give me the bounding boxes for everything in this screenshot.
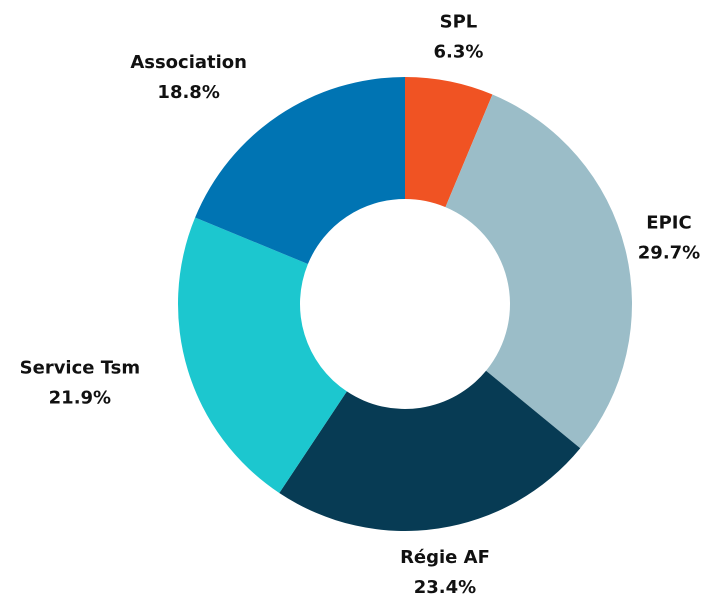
donut-slice [195, 77, 405, 265]
slice-value-label: 29.7% [638, 242, 700, 263]
slice-label: Régie AF [400, 547, 490, 568]
slice-label: EPIC [646, 212, 691, 233]
slice-label: SPL [440, 11, 478, 32]
donut-slice [279, 370, 581, 531]
slice-label: Service Tsm [20, 357, 140, 378]
donut-slice [405, 77, 493, 208]
slice-value-label: 18.8% [157, 82, 219, 103]
donut-slice [445, 94, 632, 449]
slice-value-label: 6.3% [433, 41, 483, 62]
slice-label: Association [130, 52, 247, 73]
donut-slice [178, 217, 347, 494]
slice-value-label: 21.9% [49, 387, 111, 408]
slice-value-label: 23.4% [414, 577, 476, 598]
